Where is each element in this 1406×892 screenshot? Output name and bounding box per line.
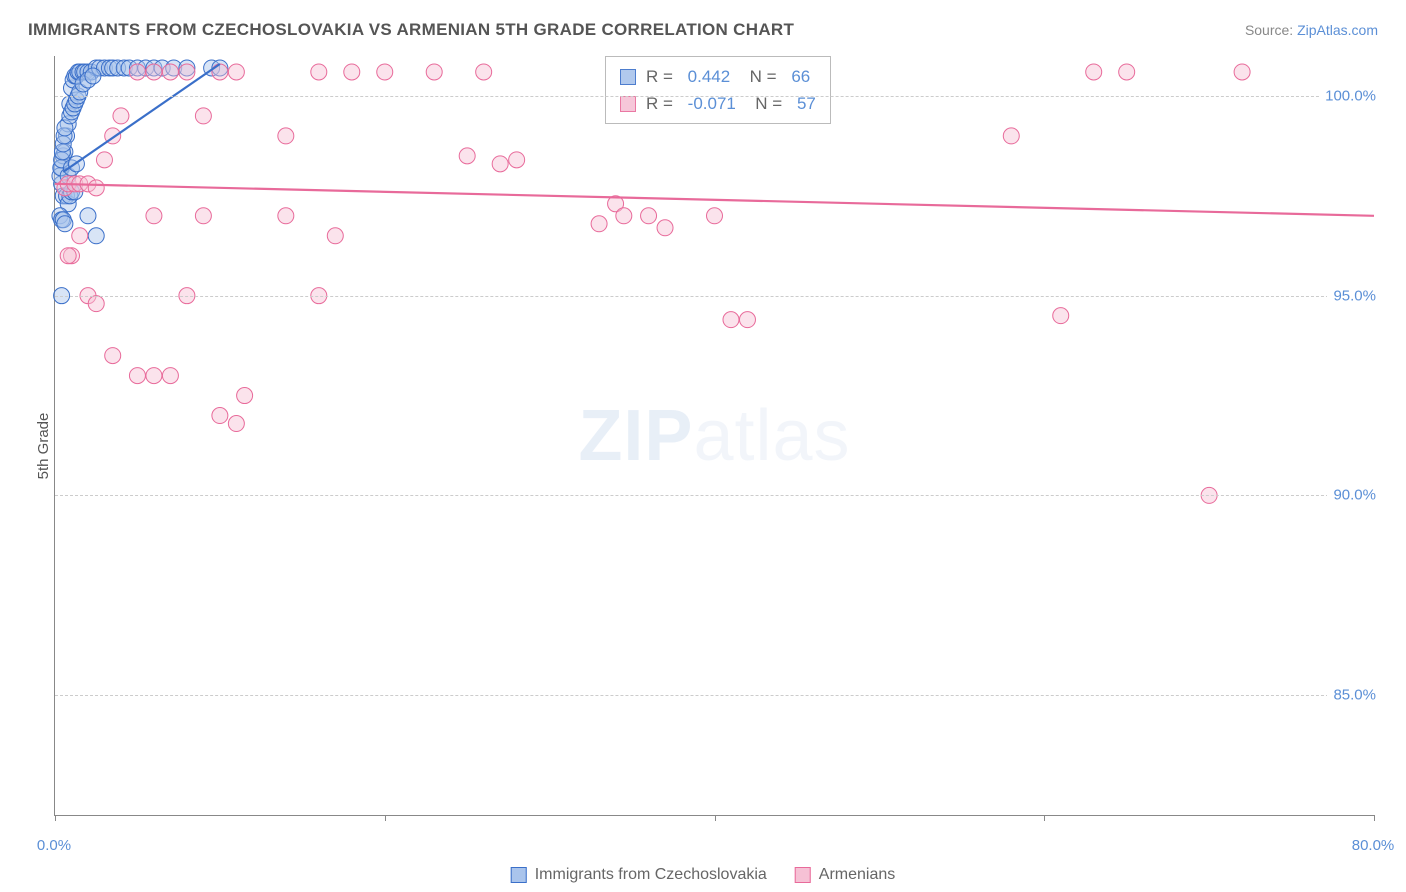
scatter-point [1086,64,1102,80]
gridline [55,695,1374,696]
stats-row: R = 0.442 N = 66 [620,63,816,90]
scatter-point [57,216,73,232]
scatter-point [509,152,525,168]
legend-swatch [511,867,527,883]
scatter-point [377,64,393,80]
legend-label: Immigrants from Czechoslovakia [535,866,767,883]
scatter-point [113,108,129,124]
y-tick-label: 95.0% [1327,287,1376,304]
stat-n-value: 57 [797,90,816,117]
scatter-point [105,348,121,364]
scatter-point [278,208,294,224]
scatter-point [60,248,76,264]
stat-r-label: R = [646,63,678,90]
gridline [55,495,1374,496]
x-tick-label: 80.0% [1352,837,1395,854]
scatter-point [146,64,162,80]
scatter-point [228,416,244,432]
scatter-point [739,312,755,328]
scatter-point [146,368,162,384]
scatter-point [278,128,294,144]
scatter-point [129,368,145,384]
scatter-point [344,64,360,80]
source-label: Source: [1245,22,1297,38]
gridline [55,96,1374,97]
chart-title: IMMIGRANTS FROM CZECHOSLOVAKIA VS ARMENI… [28,20,794,40]
x-tick [385,815,386,821]
scatter-point [88,296,104,312]
scatter-point [85,68,101,84]
scatter-point [616,208,632,224]
scatter-point [195,208,211,224]
scatter-point [80,208,96,224]
scatter-point [237,388,253,404]
y-tick-label: 100.0% [1319,87,1376,104]
scatter-point [162,64,178,80]
scatter-point [88,228,104,244]
scatter-point [179,64,195,80]
stat-n-label: N = [746,90,787,117]
y-tick-label: 90.0% [1327,487,1376,504]
x-tick [1374,815,1375,821]
scatter-point [311,64,327,80]
legend-swatch [620,69,636,85]
scatter-point [228,64,244,80]
scatter-point [212,408,228,424]
scatter-point [88,180,104,196]
stat-r-value: -0.071 [688,90,736,117]
scatter-point [591,216,607,232]
scatter-point [426,64,442,80]
bottom-legend: Immigrants from Czechoslovakia Armenians [511,866,896,884]
scatter-point [492,156,508,172]
scatter-point [212,64,228,80]
legend-swatch [620,96,636,112]
scatter-point [146,208,162,224]
legend-item: Armenians [795,866,895,884]
stat-n-value: 66 [791,63,810,90]
y-tick-label: 85.0% [1327,687,1376,704]
scatter-point [327,228,343,244]
y-axis-label: 5th Grade [35,413,52,480]
scatter-point [641,208,657,224]
stats-legend-box: R = 0.442 N = 66R = -0.071 N = 57 [605,56,831,124]
scatter-point [723,312,739,328]
plot-area: ZIPatlas R = 0.442 N = 66R = -0.071 N = … [54,56,1374,816]
scatter-point [195,108,211,124]
scatter-point [657,220,673,236]
scatter-point [476,64,492,80]
x-tick [1044,815,1045,821]
legend-label: Armenians [819,866,895,883]
chart-svg [55,56,1374,815]
scatter-point [1053,308,1069,324]
source-attribution: Source: ZipAtlas.com [1245,22,1378,38]
scatter-point [1003,128,1019,144]
scatter-point [72,228,88,244]
scatter-point [96,152,112,168]
legend-item: Immigrants from Czechoslovakia [511,866,767,884]
x-tick [715,815,716,821]
x-tick-label: 0.0% [37,837,71,854]
scatter-point [162,368,178,384]
stats-row: R = -0.071 N = 57 [620,90,816,117]
gridline [55,296,1374,297]
scatter-point [129,64,145,80]
x-tick [55,815,56,821]
stat-n-label: N = [740,63,781,90]
scatter-point [707,208,723,224]
source-link[interactable]: ZipAtlas.com [1297,22,1378,38]
legend-swatch [795,867,811,883]
scatter-point [1234,64,1250,80]
stat-r-value: 0.442 [688,63,731,90]
stat-r-label: R = [646,90,678,117]
scatter-point [459,148,475,164]
scatter-point [1119,64,1135,80]
